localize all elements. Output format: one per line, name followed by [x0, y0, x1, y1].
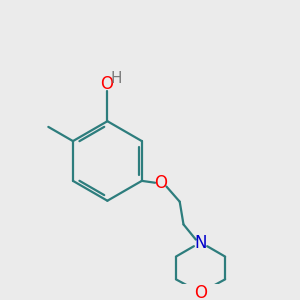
Text: N: N [194, 234, 207, 252]
Text: O: O [154, 174, 167, 192]
Text: O: O [100, 75, 113, 93]
Text: H: H [110, 71, 122, 86]
Text: O: O [194, 284, 207, 300]
